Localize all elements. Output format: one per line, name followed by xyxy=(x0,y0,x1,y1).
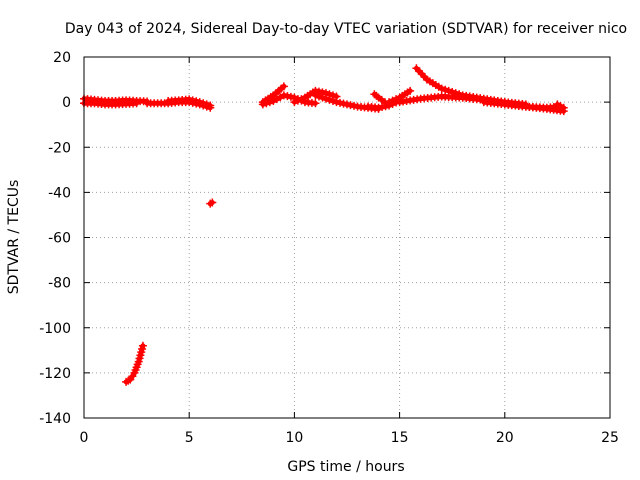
y-tick-label: -60 xyxy=(48,231,71,247)
data-point xyxy=(314,92,323,101)
x-tick-label: 15 xyxy=(391,430,409,446)
tick-labels: 0 5 10 15 20 25 -140 -120 -100 -80 -60 -40 -20 0 20 xyxy=(39,50,619,446)
data-point xyxy=(138,341,147,350)
data-point xyxy=(321,94,330,103)
data-point xyxy=(206,101,215,110)
x-tick-label: 5 xyxy=(185,430,194,446)
data-point xyxy=(335,98,344,107)
data-point xyxy=(406,86,415,95)
x-tick-label: 20 xyxy=(496,430,514,446)
data-point xyxy=(339,99,348,108)
y-tick-label: -20 xyxy=(48,140,71,156)
data-point xyxy=(311,99,320,108)
y-tick-label: -120 xyxy=(39,366,71,382)
series-arc-8 xyxy=(258,91,320,109)
data-point xyxy=(388,96,397,105)
data-point xyxy=(293,96,302,105)
series-arc-9 xyxy=(290,86,341,107)
data-point xyxy=(195,98,204,107)
data-point xyxy=(290,98,299,107)
series-arc-4 xyxy=(164,95,215,110)
data-point xyxy=(202,100,211,109)
data-point xyxy=(437,84,446,93)
series-arc-19 xyxy=(553,100,568,112)
data-point xyxy=(350,101,359,110)
y-axis-label: SDTVAR / TECUs xyxy=(6,180,22,295)
data-point xyxy=(276,93,285,102)
x-tick-label: 25 xyxy=(601,430,619,446)
data-point xyxy=(318,93,327,102)
data-point xyxy=(328,96,337,105)
data-point xyxy=(258,100,267,109)
data-point xyxy=(559,103,568,112)
data-point xyxy=(265,98,274,107)
data-point xyxy=(343,100,351,109)
data-point xyxy=(262,99,271,108)
data-point xyxy=(279,91,288,100)
data-points xyxy=(80,64,568,386)
data-point xyxy=(374,103,383,112)
y-tick-label: 20 xyxy=(53,50,71,66)
data-point xyxy=(297,95,306,104)
x-axis-label: GPS time / hours xyxy=(287,459,404,475)
x-tick-label: 0 xyxy=(80,430,89,446)
y-tick-label: -100 xyxy=(39,321,71,337)
y-tick-label: 0 xyxy=(62,95,71,111)
series-arc-6 xyxy=(122,341,147,386)
data-point xyxy=(332,98,341,107)
data-point xyxy=(325,95,334,104)
grid-lines xyxy=(84,57,610,418)
data-point xyxy=(269,96,278,105)
data-point xyxy=(279,82,288,91)
series-arc-5 xyxy=(206,198,217,208)
data-point xyxy=(199,99,208,108)
data-point xyxy=(272,95,281,104)
data-point xyxy=(188,96,197,105)
y-tick-label: -80 xyxy=(48,276,71,292)
data-point xyxy=(286,92,295,101)
y-tick-label: -140 xyxy=(39,411,71,427)
data-point xyxy=(441,85,450,94)
data-point xyxy=(311,91,320,100)
data-point xyxy=(192,97,201,106)
chart-title: Day 043 of 2024, Sidereal Day-to-day VTE… xyxy=(65,21,627,37)
data-point xyxy=(346,101,355,110)
data-point xyxy=(208,198,217,207)
series-arc-2 xyxy=(80,99,141,109)
data-point xyxy=(385,98,394,107)
x-tick-label: 10 xyxy=(285,430,303,446)
plot-frame xyxy=(83,56,611,419)
data-point xyxy=(132,99,141,108)
data-point xyxy=(185,95,194,104)
data-point xyxy=(378,103,387,112)
data-point xyxy=(283,92,292,101)
y-tick-label: -40 xyxy=(48,185,71,201)
series-arc-13 xyxy=(385,86,415,107)
